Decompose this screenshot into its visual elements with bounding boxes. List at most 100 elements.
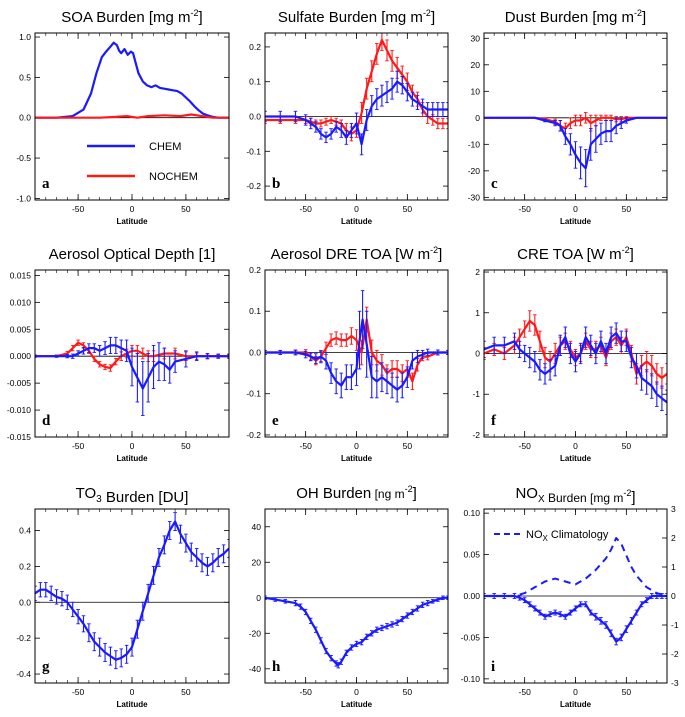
series-line-nochem	[265, 318, 448, 383]
panel-title-main: CRE TOA [W m	[517, 246, 621, 263]
x-tick-label: 0	[573, 204, 578, 214]
y2-tick-label: 1	[671, 562, 676, 572]
x-axis-label: Latitude	[560, 700, 592, 709]
panel-title-main: Dust Burden [mg m	[505, 9, 634, 26]
panel-title-end: ]	[199, 9, 203, 26]
chart-panel-c: Dust Burden [mg m-2] -30 -20 -10 0 10 20 30 -50 0…	[468, 8, 668, 226]
panel-letter: f	[491, 413, 497, 429]
panel-title-sup: -2	[634, 8, 642, 18]
climatology-label-sub: X	[543, 534, 549, 543]
y-tick-label: 0.4	[19, 526, 31, 536]
x-axis-label: Latitude	[116, 454, 148, 463]
y-tick-label: 0.1	[249, 306, 261, 316]
chart-panel-b: Sulfate Burden [mg m-2] -0.2 -0.1 0.0 0.1 0.2…	[246, 8, 449, 226]
panel-letter: i	[491, 659, 495, 675]
plot-frame	[34, 508, 230, 684]
series-line-nochem	[35, 113, 229, 119]
y-tick-label: -0.1	[246, 146, 261, 156]
chart-panel-g: TO3 Burden [DU] -0.4 -0.2 0.0 0.2 0.4 -50 0 50 La…	[16, 485, 230, 709]
series-line-chem	[484, 332, 667, 404]
panel-title-small: Burden [mg m	[545, 491, 624, 505]
y-tick-label: 40	[252, 522, 262, 532]
panel-title: OH Burden [ng m-2]	[296, 484, 417, 502]
x-tick-label: 50	[403, 687, 413, 697]
y-tick-label: 0.000	[10, 351, 32, 361]
x-tick-label: 50	[181, 204, 191, 214]
x-tick-label: -50	[519, 204, 532, 214]
panel-letter: h	[272, 659, 281, 675]
y-tick-label: 20	[252, 557, 262, 567]
series-layer	[265, 33, 448, 156]
panel-title: Aerosol DRE TOA [W m-2]	[271, 245, 443, 263]
series-line-chem	[484, 116, 667, 170]
series-layer	[35, 512, 229, 670]
climatology-label-main: NO	[526, 529, 543, 541]
panel-title-main: NO	[515, 485, 538, 502]
panel-letter: c	[491, 176, 498, 192]
series-line-chem	[35, 520, 229, 661]
panel-title-sup: -2	[423, 8, 431, 18]
y-tick-label: 0.2	[249, 265, 261, 275]
plot-frame	[264, 508, 449, 684]
x-axis-label: Latitude	[341, 700, 373, 709]
y-tick-label: -0.2	[16, 633, 31, 643]
series-line-chem	[484, 594, 667, 643]
x-axis-label: Latitude	[560, 217, 592, 226]
panel-letter: d	[42, 413, 51, 429]
panel-title-sup: -2	[623, 488, 631, 498]
panel-title-main: TO	[76, 485, 97, 502]
legend-label-chem: CHEM	[149, 141, 181, 153]
panel-title-sup: -2	[405, 484, 413, 494]
panel-title: Sulfate Burden [mg m-2]	[278, 8, 435, 26]
y-tick-label: 0.5	[19, 72, 31, 82]
series-line-chem	[265, 80, 448, 146]
y-tick-label: 0.005	[10, 324, 32, 334]
y-tick-label: 0	[256, 593, 261, 603]
x-tick-label: 0	[354, 204, 359, 214]
y-tick-label: 2	[475, 267, 480, 277]
panel-title: Aerosol Optical Depth [1]	[49, 246, 216, 263]
y-tick-label: 0.05	[463, 550, 480, 560]
y-tick-label: -0.05	[461, 632, 481, 642]
series-line-chem	[265, 318, 448, 391]
y2-tick-label: -3	[671, 678, 679, 688]
x-tick-label: 0	[354, 441, 359, 451]
panel-title-sup: -2	[191, 8, 199, 18]
series-layer	[484, 112, 667, 188]
x-tick-label: 0	[130, 204, 135, 214]
panel-title-end: Burden [DU]	[102, 489, 189, 506]
panel-title-small: [ng m	[371, 487, 404, 501]
panel-title: TO3 Burden [DU]	[76, 485, 189, 506]
chart-panel-i: NOX Burden [mg m-2]-0.10-0.050.000.050.1…	[461, 485, 679, 709]
y-tick-label: 0.10	[463, 508, 480, 518]
y-tick-label: 0.0	[19, 597, 31, 607]
x-tick-label: 50	[622, 687, 632, 697]
y-tick-label: -0.015	[7, 432, 31, 442]
chart-panel-a: SOA Burden [mg m-2] -1.0 -0.5 0.0 0.5 1.0 -50 0…	[16, 8, 230, 226]
climatology-legend: NOX Climatology	[494, 529, 609, 543]
x-tick-label: 50	[622, 441, 632, 451]
x-tick-label: 0	[130, 687, 135, 697]
x-tick-label: 50	[622, 204, 632, 214]
x-tick-label: -50	[519, 441, 532, 451]
chart-panel-e: Aerosol DRE TOA [W m-2] -0.2 -0.1 0.0 0.1 0.2…	[246, 245, 449, 463]
series-line-chem	[35, 41, 229, 119]
plot-frame	[264, 32, 449, 201]
y-tick-label: -20	[249, 628, 262, 638]
x-axis-label: Latitude	[116, 700, 148, 709]
panel-letter: e	[272, 413, 279, 429]
x-tick-label: -50	[72, 441, 85, 451]
series-line-chem	[265, 596, 448, 667]
series-layer	[35, 336, 229, 416]
series-layer	[35, 41, 229, 119]
y-tick-label: 0.0	[249, 347, 261, 357]
y-tick-label: -0.10	[461, 674, 481, 684]
panel-title-sub: 3	[96, 494, 102, 505]
y-tick-label: -0.2	[246, 181, 261, 191]
x-tick-label: 0	[573, 441, 578, 451]
y2-tick-label: 2	[671, 533, 676, 543]
plot-frame	[34, 269, 230, 438]
panel-title: CRE TOA [W m-2]	[517, 245, 634, 263]
panel-title-end: ]	[431, 9, 435, 26]
